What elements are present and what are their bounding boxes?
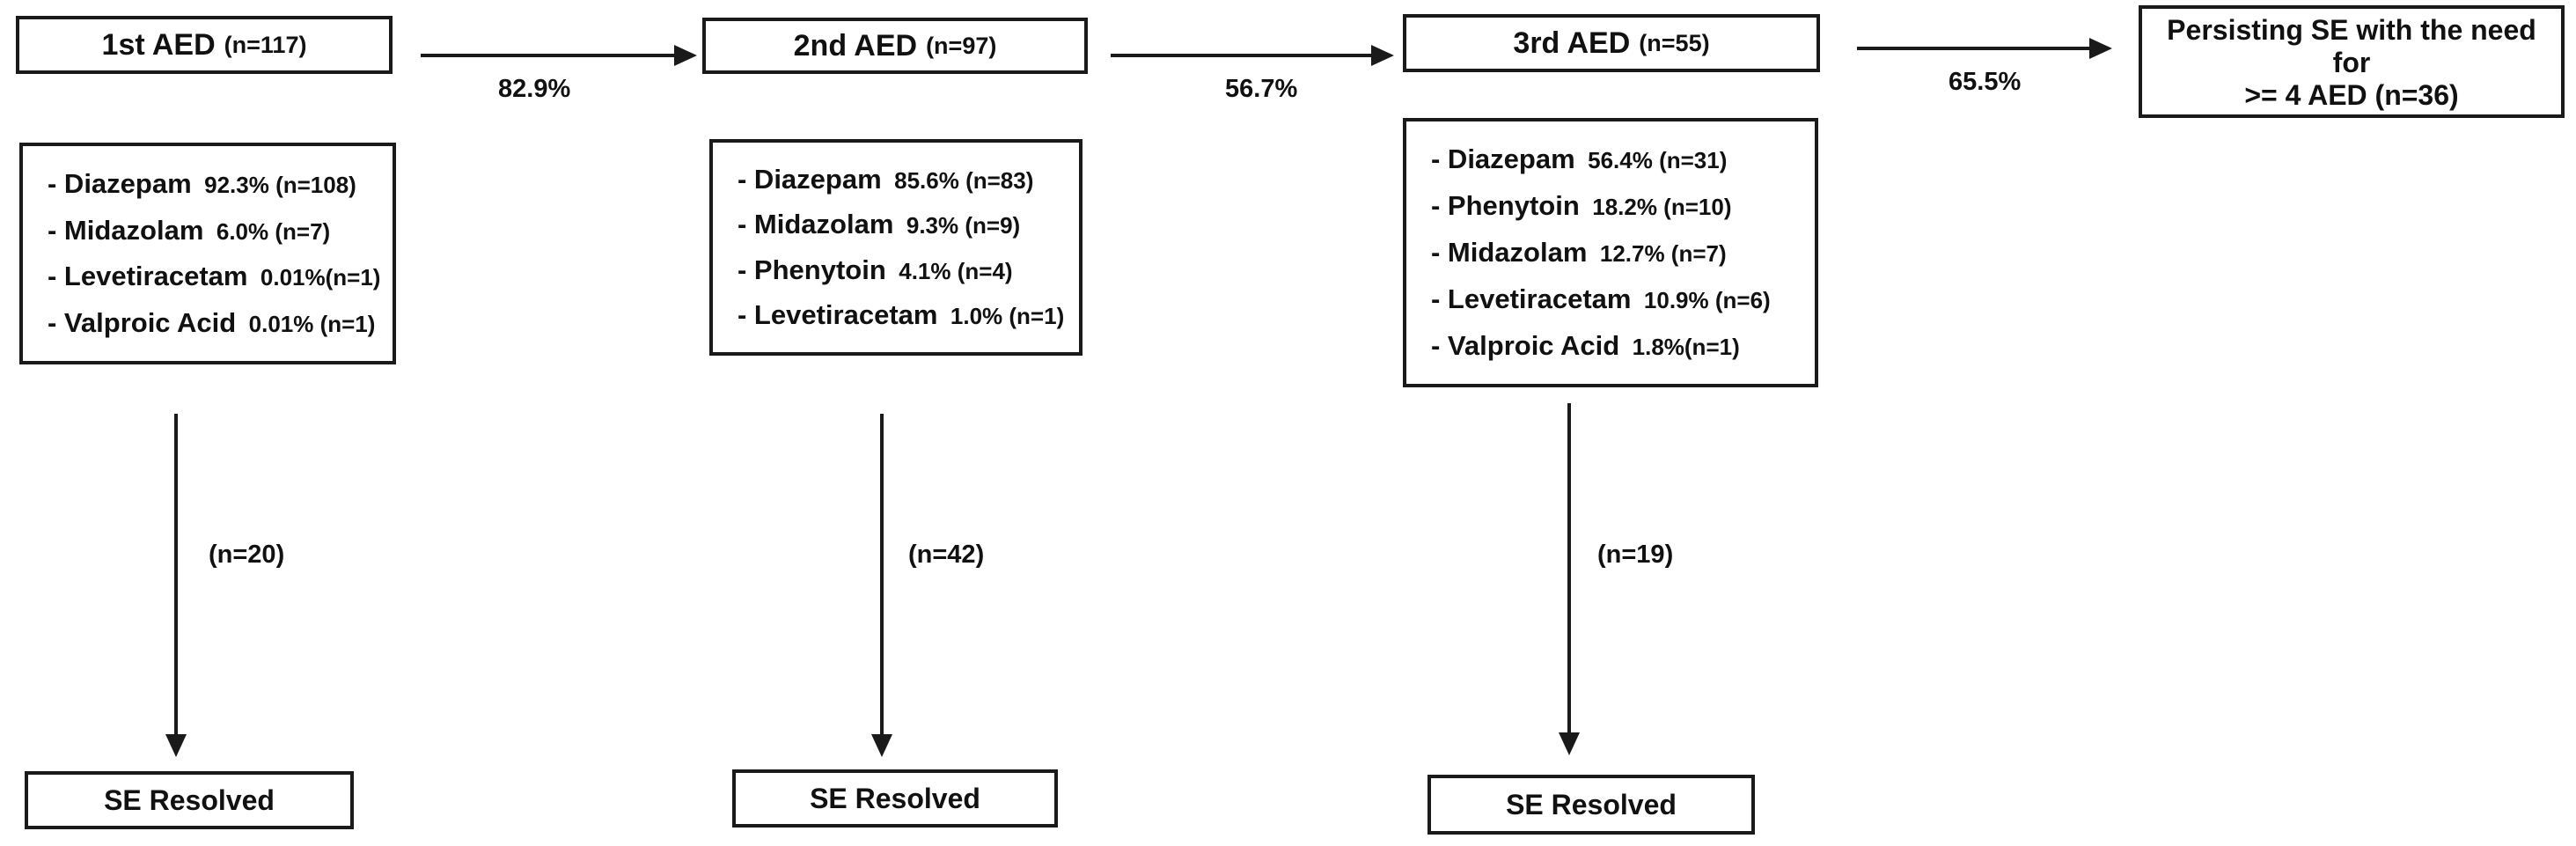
transition-label-2: 56.7% <box>1225 75 1298 103</box>
drug-item: - Levetiracetam 1.0% (n=1) <box>738 299 1064 331</box>
stage-box-3rd-aed: 3rd AED (n=55) <box>1403 14 1820 72</box>
drug-list-3rd-aed: - Diazepam 56.4% (n=31) - Phenytoin 18.2… <box>1403 118 1818 387</box>
persisting-se-line1: Persisting SE with the need for <box>2167 14 2536 78</box>
down-arrow-1-line <box>174 414 178 736</box>
drug-name: - Phenytoin <box>1431 190 1580 221</box>
drug-stat: 9.3% (n=9) <box>906 212 1021 239</box>
outcome-label: SE Resolved <box>1506 788 1677 820</box>
drug-stat: 56.4% (n=31) <box>1588 147 1728 173</box>
drug-item: - Diazepam 85.6% (n=83) <box>738 164 1033 195</box>
drug-item: - Valproic Acid 0.01% (n=1) <box>48 307 375 339</box>
outcome-box-1: SE Resolved <box>25 771 354 829</box>
persisting-se-line2: >= 4 AED (n=36) <box>2244 79 2459 111</box>
transition-label-3: 65.5% <box>1949 68 2022 96</box>
down-arrow-2-line <box>880 414 884 736</box>
down-arrow-2-label: (n=42) <box>908 541 985 569</box>
down-arrow-3-head <box>1559 732 1580 755</box>
drug-stat: 4.1% (n=4) <box>899 257 1013 284</box>
transition-label-1: 82.9% <box>498 75 571 103</box>
down-arrow-1-head <box>165 734 187 757</box>
drug-stat: 85.6% (n=83) <box>894 166 1034 194</box>
drug-stat: 10.9% (n=6) <box>1643 287 1771 313</box>
transition-arrow-1-line <box>421 54 676 57</box>
drug-item: - Midazolam 9.3% (n=9) <box>738 209 1020 240</box>
down-arrow-3-line <box>1567 403 1571 734</box>
stage-count: (n=97) <box>926 32 997 59</box>
outcome-label: SE Resolved <box>104 783 275 816</box>
drug-name: - Levetiracetam <box>48 261 248 292</box>
transition-arrow-2-head <box>1371 45 1394 66</box>
drug-stat: 1.8%(n=1) <box>1632 334 1740 360</box>
persisting-se-box: Persisting SE with the need for >= 4 AED… <box>2139 5 2565 118</box>
stage-title: 3rd AED <box>1513 26 1631 60</box>
drug-stat: 0.01% (n=1) <box>248 311 376 338</box>
down-arrow-1-label: (n=20) <box>209 541 285 569</box>
drug-name: - Valproic Acid <box>1431 330 1620 361</box>
drug-list-1st-aed: - Diazepam 92.3% (n=108) - Midazolam 6.0… <box>19 143 396 364</box>
drug-name: - Midazolam <box>738 209 894 240</box>
stage-box-2nd-aed: 2nd AED (n=97) <box>702 18 1088 74</box>
drug-stat: 12.7% (n=7) <box>1599 240 1727 267</box>
drug-name: - Diazepam <box>48 167 192 199</box>
drug-item: - Diazepam 56.4% (n=31) <box>1431 143 1727 175</box>
stage-title: 2nd AED <box>793 28 918 63</box>
outcome-box-3: SE Resolved <box>1427 775 1755 835</box>
drug-item: - Midazolam 6.0% (n=7) <box>48 215 330 246</box>
drug-name: - Levetiracetam <box>738 299 938 331</box>
drug-item: - Diazepam 92.3% (n=108) <box>48 168 356 200</box>
drug-name: - Diazepam <box>738 163 882 195</box>
drug-stat: 92.3% (n=108) <box>204 171 356 198</box>
drug-name: - Phenytoin <box>738 254 886 285</box>
drug-name: - Valproic Acid <box>48 307 237 339</box>
drug-item: - Levetiracetam 10.9% (n=6) <box>1431 283 1771 315</box>
transition-arrow-3-head <box>2089 38 2112 59</box>
drug-item: - Valproic Acid 1.8%(n=1) <box>1431 330 1740 362</box>
outcome-box-2: SE Resolved <box>732 769 1058 828</box>
drug-list-2nd-aed: - Diazepam 85.6% (n=83) - Midazolam 9.3%… <box>709 139 1083 356</box>
stage-title: 1st AED <box>101 27 216 62</box>
transition-arrow-3-line <box>1857 47 2091 50</box>
transition-arrow-2-line <box>1111 54 1373 57</box>
drug-stat: 1.0% (n=1) <box>950 303 1065 330</box>
drug-name: - Diazepam <box>1431 143 1575 174</box>
stage-count: (n=55) <box>1639 29 1710 56</box>
down-arrow-2-head <box>871 734 892 757</box>
down-arrow-3-label: (n=19) <box>1597 541 1674 569</box>
drug-item: - Phenytoin 18.2% (n=10) <box>1431 190 1731 222</box>
drug-name: - Midazolam <box>1431 237 1588 268</box>
drug-item: - Midazolam 12.7% (n=7) <box>1431 237 1727 269</box>
transition-arrow-1-head <box>674 45 697 66</box>
drug-stat: 0.01%(n=1) <box>260 264 381 291</box>
stage-count: (n=117) <box>224 31 307 58</box>
drug-stat: 6.0% (n=7) <box>216 217 331 245</box>
outcome-label: SE Resolved <box>810 782 980 814</box>
drug-stat: 18.2% (n=10) <box>1592 194 1732 220</box>
drug-item: - Levetiracetam 0.01%(n=1) <box>48 261 380 292</box>
drug-name: - Levetiracetam <box>1431 283 1632 314</box>
drug-name: - Midazolam <box>48 214 204 246</box>
stage-box-1st-aed: 1st AED (n=117) <box>16 16 393 74</box>
drug-item: - Phenytoin 4.1% (n=4) <box>738 254 1013 286</box>
